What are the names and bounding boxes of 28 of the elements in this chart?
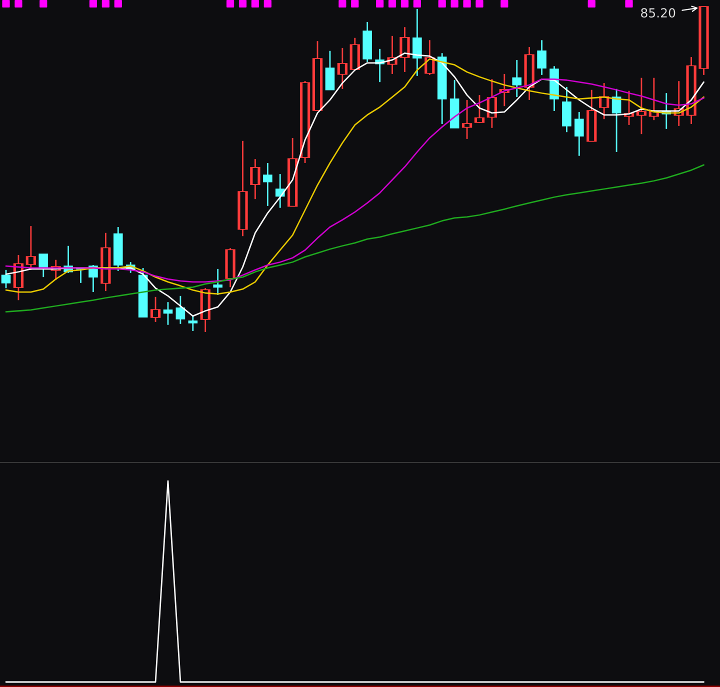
candlestick: [400, 26, 410, 73]
candlestick: [163, 301, 173, 326]
candlestick: [537, 39, 546, 76]
candlestick: [176, 295, 186, 325]
candlestick: [512, 59, 522, 98]
candlestick: [38, 253, 48, 278]
candlestick: [150, 296, 161, 323]
candlestick: [337, 47, 348, 90]
candlestick: [636, 77, 647, 135]
candlestick: [325, 50, 335, 91]
candlestick: [1, 269, 11, 289]
candlestick: [599, 82, 610, 120]
candlestick: [213, 268, 222, 296]
candlestick: [612, 88, 622, 153]
candlestick: [462, 99, 472, 140]
candlestick: [412, 8, 422, 77]
candlestick: [624, 90, 634, 126]
candlestick: [250, 158, 260, 200]
candlestick: [26, 225, 36, 271]
candlestick: [648, 77, 659, 121]
candlestick: [574, 111, 584, 157]
candlestick: [263, 162, 272, 207]
candlestick: [486, 78, 498, 129]
candlestick: [474, 94, 485, 124]
annotation: 85.20: [641, 8, 676, 18]
candlestick: [88, 264, 98, 293]
candlestick: [424, 39, 435, 76]
candlestick: [188, 315, 198, 332]
